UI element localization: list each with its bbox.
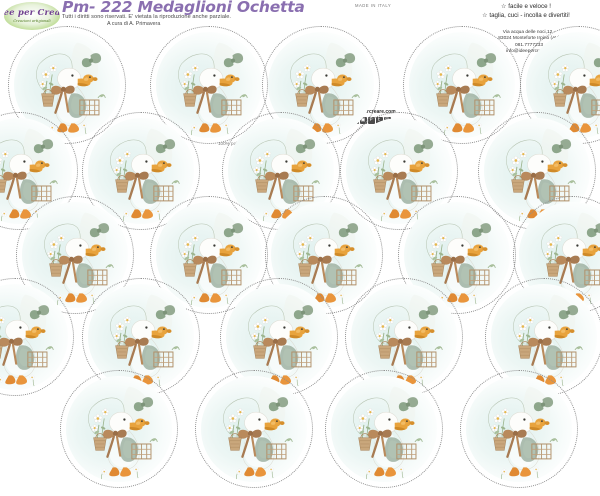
medallion-0-1[interactable] [150, 26, 268, 144]
medallion-4-0[interactable] [60, 370, 178, 488]
medallion-0-4[interactable] [520, 26, 600, 144]
cut-line-dotted-circle [340, 112, 458, 230]
medallion-3-0[interactable] [0, 278, 74, 396]
bullet-item-2: ☆ taglia, cuci - incolla e divertiti! [482, 12, 570, 19]
page-title: Pm- 222 Medaglioni Ochetta [62, 0, 305, 16]
medallion-4-3[interactable] [460, 370, 578, 488]
logo-tagline: Creazioni artigianali [13, 19, 51, 23]
brand-logo: Idee per Creare Creazioni artigianali [4, 2, 60, 30]
bullet-item-1: ☆ facile e veloce ! [501, 3, 551, 10]
address-line-street: Via acqua delle noci,12 - [502, 30, 556, 35]
medallion-4-1[interactable] [195, 370, 313, 488]
cut-line-dotted-circle [195, 370, 313, 488]
cut-line-dotted-circle [325, 370, 443, 488]
address-line-city: 83024 Monteforte Irpino (AV) [498, 36, 560, 42]
medallion-4-2[interactable] [325, 370, 443, 488]
address-line-phone: 081.7777233 [514, 42, 543, 48]
cut-line-dotted-circle [460, 370, 578, 488]
feature-bullets: ☆ facile e veloce ! ☆ taglia, cuci - inc… [457, 2, 595, 20]
medallion-1-3[interactable] [340, 112, 458, 230]
cut-line-dotted-circle [82, 112, 200, 230]
cut-line-dotted-circle [16, 196, 134, 314]
copyright-notice: Tutti i diritti sono riservati. E' vieta… [62, 14, 232, 20]
author-credit: A cura di A. Primavera [107, 21, 161, 27]
made-in-label: MADE IN ITALY [355, 3, 392, 8]
cut-line-dotted-circle [60, 370, 178, 488]
logo-name: Idee per Creare [4, 8, 60, 18]
